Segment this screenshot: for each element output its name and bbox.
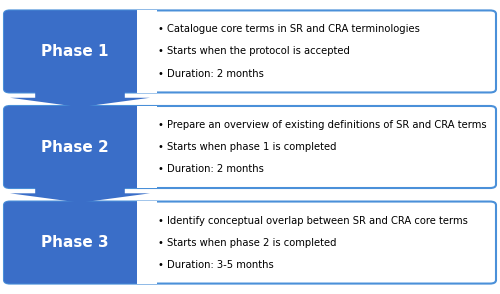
Text: Phase 3: Phase 3 <box>41 235 109 250</box>
Text: • Identify conceptual overlap between SR and CRA core terms: • Identify conceptual overlap between SR… <box>158 216 468 225</box>
Text: Phase 1: Phase 1 <box>41 44 109 59</box>
FancyBboxPatch shape <box>4 11 156 92</box>
FancyBboxPatch shape <box>4 106 156 188</box>
Bar <box>138 201 158 284</box>
Text: • Duration: 2 months: • Duration: 2 months <box>158 164 264 174</box>
Text: • Starts when phase 1 is completed: • Starts when phase 1 is completed <box>158 142 336 152</box>
FancyBboxPatch shape <box>4 106 496 188</box>
Text: • Catalogue core terms in SR and CRA terminologies: • Catalogue core terms in SR and CRA ter… <box>158 24 420 34</box>
Text: • Prepare an overview of existing definitions of SR and CRA terms: • Prepare an overview of existing defini… <box>158 120 486 130</box>
Polygon shape <box>10 187 150 203</box>
Text: • Duration: 2 months: • Duration: 2 months <box>158 69 264 78</box>
Text: Phase 2: Phase 2 <box>41 139 109 155</box>
Text: • Starts when phase 2 is completed: • Starts when phase 2 is completed <box>158 238 336 248</box>
Polygon shape <box>10 91 150 107</box>
Bar <box>138 10 158 93</box>
Text: • Starts when the protocol is accepted: • Starts when the protocol is accepted <box>158 46 350 56</box>
Bar <box>138 106 158 188</box>
Text: • Duration: 3-5 months: • Duration: 3-5 months <box>158 260 273 270</box>
FancyBboxPatch shape <box>4 202 156 283</box>
FancyBboxPatch shape <box>4 11 496 92</box>
FancyBboxPatch shape <box>4 202 496 283</box>
